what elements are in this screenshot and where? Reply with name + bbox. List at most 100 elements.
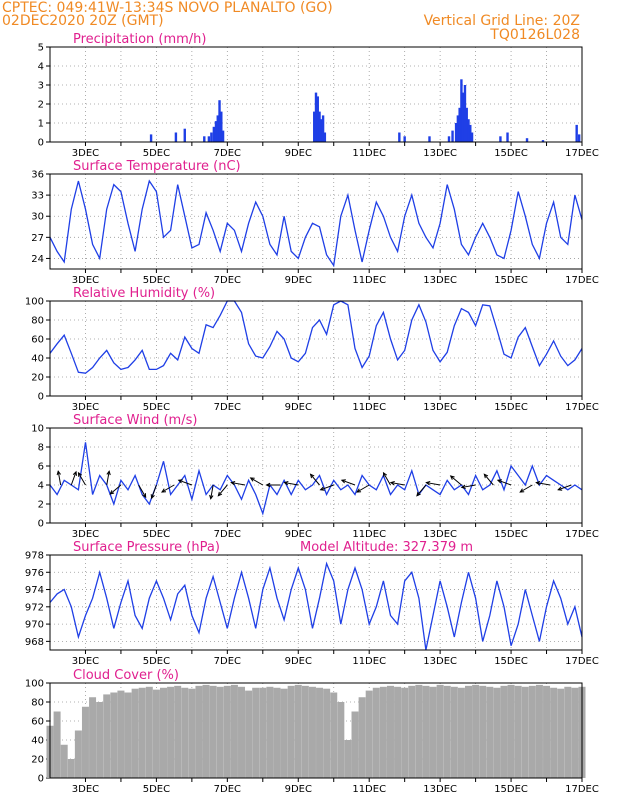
panel-frame <box>49 173 583 270</box>
wind-arrow <box>426 482 441 486</box>
x-tick-label: 15DEC <box>494 148 528 159</box>
cloud-bar <box>259 687 267 778</box>
cloud-bar <box>379 686 387 778</box>
wind-arrow-head <box>449 475 455 480</box>
cloud-bar <box>543 685 551 778</box>
cloud-bar <box>429 686 437 778</box>
y-tick-label: 976 <box>25 568 44 579</box>
x-tick-label: 7DEC <box>214 656 241 667</box>
precip-bar <box>203 136 206 142</box>
y-tick-label: 10 <box>31 424 44 435</box>
wind-arrow <box>106 471 110 486</box>
wind-arrow-head <box>425 480 431 486</box>
y-tick-label: 3 <box>38 81 44 92</box>
wind-arrow-head <box>106 470 111 476</box>
x-tick-label: 3DEC <box>72 402 99 413</box>
cloud-bar <box>181 687 189 778</box>
x-tick-label: 3DEC <box>72 784 99 795</box>
wind-arrow <box>461 484 476 488</box>
y-tick-label: 0 <box>38 392 44 403</box>
wind-arrow-head <box>382 471 388 477</box>
cloud-bar <box>273 687 281 778</box>
x-tick-label: 11DEC <box>352 275 386 286</box>
wind-arrow <box>383 472 391 486</box>
wind-arrow <box>151 484 157 499</box>
x-tick-label: 7DEC <box>214 529 241 540</box>
y-tick-label: 40 <box>31 354 44 365</box>
x-tick-label: 11DEC <box>352 529 386 540</box>
cloud-bar <box>308 686 316 778</box>
y-tick-label: 100 <box>25 679 44 690</box>
panel-title: Cloud Cover (%) <box>73 668 179 683</box>
panel-3: 0 2 4 6 8 10 3DEC 5DEC 7DEC 9DEC 11DEC 13DEC 15DEC 17… <box>31 413 599 540</box>
y-tick-label: 2 <box>38 500 44 511</box>
cloud-bar <box>564 686 572 778</box>
wind-arrow <box>416 484 427 497</box>
cloud-bar <box>422 685 430 778</box>
wind-arrow <box>161 484 175 493</box>
x-tick-label: 7DEC <box>214 275 241 286</box>
wind-arrow <box>210 484 214 499</box>
precip-bar <box>212 126 216 142</box>
cloud-bar <box>152 689 160 778</box>
x-tick-label: 3DEC <box>72 148 99 159</box>
cloud-bar <box>67 759 75 778</box>
precip-bar <box>467 119 470 142</box>
cloud-bar <box>124 692 132 778</box>
wind-arrow <box>390 482 405 486</box>
cloud-bar <box>479 685 487 778</box>
wind-arrow <box>284 482 299 486</box>
cloud-bar <box>436 684 444 778</box>
cloud-bar <box>216 686 224 778</box>
precip-bar <box>183 128 186 142</box>
y-tick-label: 0 <box>38 138 44 149</box>
cloud-bar <box>514 685 522 778</box>
y-tick-label: 4 <box>38 481 44 492</box>
cloud-bar <box>408 685 416 778</box>
precip-bar <box>447 136 451 142</box>
precip-bar <box>321 115 325 142</box>
wind-arrow <box>450 475 462 486</box>
precip-bar <box>465 107 468 142</box>
precip-bar <box>318 111 321 142</box>
panel-title: Surface Pressure (hPa) <box>73 540 220 555</box>
series-line <box>49 300 583 374</box>
x-tick-label: 17DEC <box>565 275 599 286</box>
panel-frame <box>49 554 583 651</box>
x-tick-label: 13DEC <box>423 529 457 540</box>
header-date: 02DEC2020 20Z (GMT) <box>2 13 164 29</box>
wind-arrow-head <box>319 486 325 491</box>
precip-bar <box>214 121 218 142</box>
y-tick-label: 33 <box>31 191 44 202</box>
cloud-bar <box>103 694 111 778</box>
precip-bar <box>470 132 474 142</box>
precip-bar <box>316 96 319 142</box>
precip-bar <box>456 115 460 142</box>
y-tick-label: 60 <box>31 717 44 728</box>
precip-bar <box>149 134 153 142</box>
x-tick-label: 15DEC <box>494 529 528 540</box>
wind-arrow-head <box>557 486 563 491</box>
cloud-bar <box>174 685 182 778</box>
y-tick-label: 970 <box>25 620 44 631</box>
precip-bar <box>210 132 213 142</box>
x-tick-label: 11DEC <box>352 656 386 667</box>
x-tick-label: 13DEC <box>423 275 457 286</box>
wind-arrow <box>138 484 147 498</box>
precip-bar <box>174 132 178 142</box>
panel-4: 968 970 972 974 976 978 3DEC 5DEC 7DEC 9DEC 11DEC 1… <box>25 540 599 667</box>
panel-title: Precipitation (mm/h) <box>73 32 206 47</box>
wind-arrow <box>497 479 512 486</box>
cloud-bar <box>358 697 366 778</box>
x-tick-label: 13DEC <box>423 784 457 795</box>
wind-arrow <box>109 484 122 495</box>
header-model-code: TQ0126L028 <box>490 27 580 43</box>
panel-5: 0 20 40 60 80 100 3DEC 5DEC 7DEC 9DEC 11DEC 13DEC 15… <box>25 668 599 795</box>
x-tick-label: 9DEC <box>285 784 312 795</box>
x-tick-label: 15DEC <box>494 784 528 795</box>
cloud-bar <box>521 686 529 778</box>
cloud-bar <box>365 690 373 778</box>
cloud-bar <box>337 702 345 778</box>
cloud-bar <box>266 686 274 778</box>
cloud-bar <box>323 688 331 778</box>
